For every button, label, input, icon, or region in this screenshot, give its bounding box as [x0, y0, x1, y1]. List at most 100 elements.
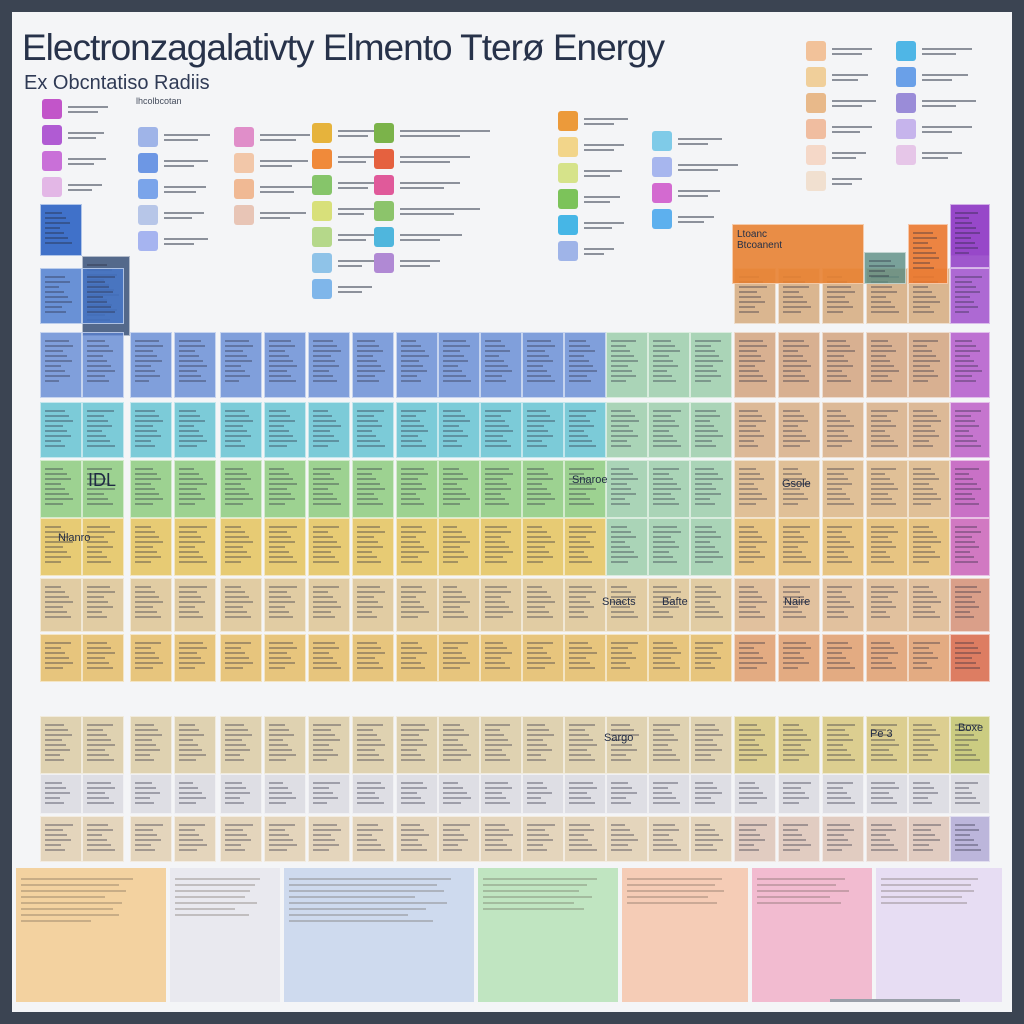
legend-item — [374, 224, 490, 250]
legend-item — [138, 202, 210, 228]
element-cell — [352, 402, 394, 458]
element-cell — [174, 816, 216, 862]
periodic-table-poster: Electronzagalativty Elmento Tterø Energy… — [12, 12, 1012, 1012]
legend-item — [234, 124, 312, 150]
element-cell — [130, 332, 172, 398]
element-cell — [606, 634, 648, 682]
element-cell — [606, 774, 648, 814]
element-cell — [950, 402, 990, 458]
swatch-icon — [234, 127, 254, 147]
element-cell — [480, 634, 522, 682]
cell-label: IDL — [88, 470, 117, 490]
footer-line — [830, 999, 960, 1002]
element-cell — [648, 716, 690, 774]
legend-item — [374, 198, 490, 224]
element-cell — [564, 774, 606, 814]
element-cell — [522, 774, 564, 814]
swatch-icon — [896, 145, 916, 165]
swatch-icon — [558, 163, 578, 183]
legend-item — [138, 124, 210, 150]
element-cell — [950, 204, 990, 268]
element-cell — [308, 460, 350, 518]
element-cell — [438, 402, 480, 458]
element-cell — [734, 402, 776, 458]
element-cell — [866, 774, 908, 814]
element-cell — [480, 332, 522, 398]
legend-item — [374, 172, 490, 198]
element-cell — [264, 332, 306, 398]
swatch-icon — [234, 153, 254, 173]
legend-group-2 — [138, 124, 210, 254]
legend-item — [558, 212, 628, 238]
element-cell — [690, 332, 732, 398]
element-cell — [308, 634, 350, 682]
legend-item — [234, 202, 312, 228]
element-cell — [690, 460, 732, 518]
legend-item — [42, 96, 108, 122]
element-cell — [130, 634, 172, 682]
block-label: Ltoanc Btcoanent — [737, 229, 783, 251]
element-cell — [690, 518, 732, 576]
element-cell — [264, 634, 306, 682]
element-cell — [264, 578, 306, 632]
element-cell — [908, 816, 950, 862]
element-cell — [522, 816, 564, 862]
element-cell — [522, 578, 564, 632]
element-cell — [606, 816, 648, 862]
element-cell — [606, 332, 648, 398]
element-cell — [220, 518, 262, 576]
element-cell — [438, 774, 480, 814]
swatch-icon — [374, 227, 394, 247]
element-cell — [564, 634, 606, 682]
cell-label: Snaroe — [572, 474, 608, 486]
element-cell — [352, 816, 394, 862]
band-col — [478, 868, 618, 1002]
legend-item — [312, 250, 382, 276]
element-cell — [522, 402, 564, 458]
swatch-icon — [806, 119, 826, 139]
swatch-icon — [896, 41, 916, 61]
legend-item — [806, 116, 876, 142]
element-cell — [690, 716, 732, 774]
cell-label: Pe 3 — [870, 728, 893, 740]
swatch-icon — [42, 99, 62, 119]
swatch-icon — [312, 175, 332, 195]
element-cell — [606, 518, 648, 576]
element-cell — [606, 460, 648, 518]
element-cell — [778, 716, 820, 774]
legend-item — [896, 142, 976, 168]
element-cell — [522, 716, 564, 774]
legend-header: lhcolbcotan — [136, 96, 182, 106]
element-cell — [396, 578, 438, 632]
element-cell — [40, 816, 82, 862]
element-cell — [220, 402, 262, 458]
swatch-icon — [806, 67, 826, 87]
element-cell — [734, 816, 776, 862]
legend-group-8 — [806, 38, 876, 194]
element-cell — [866, 578, 908, 632]
element-cell — [866, 816, 908, 862]
element-cell — [174, 716, 216, 774]
element-cell — [352, 518, 394, 576]
element-cell — [82, 716, 124, 774]
element-cell — [264, 774, 306, 814]
band-col — [16, 868, 166, 1002]
element-cell — [822, 578, 864, 632]
legend-item — [374, 250, 490, 276]
band-col — [284, 868, 474, 1002]
element-cell — [264, 716, 306, 774]
element-cell — [174, 460, 216, 518]
element-cell — [82, 402, 124, 458]
element-cell — [480, 402, 522, 458]
element-cell — [82, 518, 124, 576]
legend-group-6 — [558, 108, 628, 264]
element-cell — [778, 634, 820, 682]
element-cell — [396, 518, 438, 576]
poster-subtitle: Ex Obcntatiso Radiis — [24, 72, 210, 94]
swatch-icon — [374, 123, 394, 143]
element-cell — [438, 518, 480, 576]
element-cell — [40, 402, 82, 458]
legend-group-4 — [312, 120, 382, 302]
element-cell — [950, 332, 990, 398]
legend-item — [312, 146, 382, 172]
